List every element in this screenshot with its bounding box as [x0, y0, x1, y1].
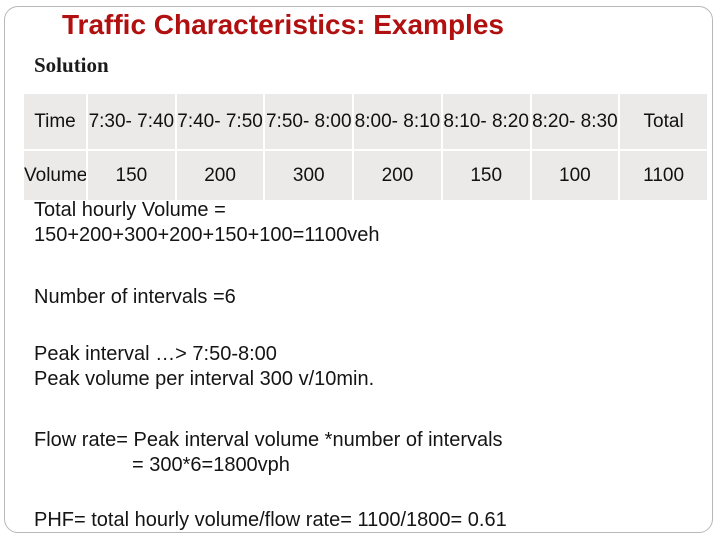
intervals-count-text: Number of intervals =6 — [34, 286, 236, 308]
volume-label-cell: Volume — [24, 151, 86, 200]
slide-frame — [4, 6, 713, 533]
flow-rate-line-2: = 300*6=1800vph — [132, 454, 290, 476]
flow-rate-line-1: Flow rate= Peak interval volume *number … — [34, 429, 503, 451]
table-volume-row: Volume 150 200 300 200 150 100 1100 — [24, 151, 707, 200]
peak-interval-line: Peak interval …> 7:50-8:00 — [34, 343, 277, 365]
total-volume-cell: 1100 — [620, 151, 707, 200]
volume-cell: 100 — [531, 151, 619, 200]
interval-cell: 7:40- 7:50 — [176, 94, 264, 149]
total-header-cell: Total — [620, 94, 707, 149]
volume-cell: 150 — [442, 151, 530, 200]
interval-cell: 7:50- 8:00 — [265, 94, 353, 149]
volume-cell: 200 — [176, 151, 264, 200]
volume-cell: 200 — [354, 151, 441, 200]
total-volume-text: Total hourly Volume = 150+200+300+200+15… — [34, 198, 380, 248]
total-volume-line-1: Total hourly Volume = — [34, 199, 226, 221]
slide-title: Traffic Characteristics: Examples — [62, 9, 504, 40]
interval-cell: 8:20- 8:30 — [531, 94, 619, 149]
table-header-row: Time 7:30- 7:40 7:40- 7:50 7:50- 8:00 8:… — [24, 94, 707, 149]
peak-volume-line: Peak volume per interval 300 v/10min. — [34, 368, 375, 390]
volume-cell: 150 — [88, 151, 175, 200]
interval-cell: 7:30- 7:40 — [88, 94, 175, 149]
flow-rate-text: Flow rate= Peak interval volume *number … — [34, 428, 503, 478]
peak-text: Peak interval …> 7:50-8:00 Peak volume p… — [34, 342, 374, 392]
volume-table: Time 7:30- 7:40 7:40- 7:50 7:50- 8:00 8:… — [22, 92, 709, 202]
interval-cell: 8:00- 8:10 — [354, 94, 441, 149]
phf-text: PHF= total hourly volume/flow rate= 1100… — [34, 509, 507, 531]
interval-cell: 8:10- 8:20 — [442, 94, 530, 149]
total-volume-line-2: 150+200+300+200+150+100=1100veh — [34, 224, 380, 246]
time-header-cell: Time — [24, 94, 86, 149]
volume-cell: 300 — [265, 151, 353, 200]
slide-subtitle: Solution — [34, 53, 109, 77]
